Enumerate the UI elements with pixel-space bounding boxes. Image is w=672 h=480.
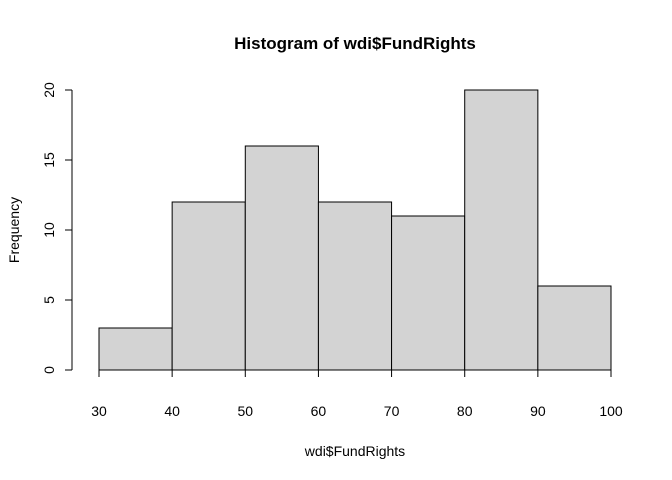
histogram-bar-90-100 <box>537 285 612 371</box>
x-tick-label-100: 100 <box>599 403 623 419</box>
histogram-bar-50-60 <box>244 145 319 371</box>
y-axis: 0 5 10 15 20 <box>41 82 73 374</box>
x-tick-label-90: 90 <box>530 403 546 419</box>
y-tick-label-15: 15 <box>41 152 57 168</box>
x-tick-label-30: 30 <box>91 403 107 419</box>
x-tick-label-40: 40 <box>164 403 180 419</box>
x-tick-label-50: 50 <box>237 403 253 419</box>
histogram-bar-30-40 <box>98 327 173 371</box>
chart-title: Histogram of wdi$FundRights <box>234 34 476 53</box>
histogram-bar-60-70 <box>317 201 393 371</box>
x-tick-label-60: 60 <box>311 403 327 419</box>
histogram-bar-70-80 <box>391 215 466 371</box>
x-axis: 30 40 50 60 70 80 90 100 <box>91 369 623 419</box>
histogram-bar-80-90 <box>464 89 539 371</box>
x-tick-label-70: 70 <box>384 403 400 419</box>
y-tick-label-0: 0 <box>41 366 57 374</box>
x-tick-label-80: 80 <box>457 403 473 419</box>
y-axis-label: Frequency <box>6 197 22 263</box>
y-tick-label-20: 20 <box>41 82 57 98</box>
y-tick-label-5: 5 <box>41 296 57 304</box>
histogram-bar-40-50 <box>171 201 246 371</box>
y-tick-label-10: 10 <box>41 222 57 238</box>
x-axis-label: wdi$FundRights <box>304 443 405 459</box>
bars-group <box>98 89 612 371</box>
